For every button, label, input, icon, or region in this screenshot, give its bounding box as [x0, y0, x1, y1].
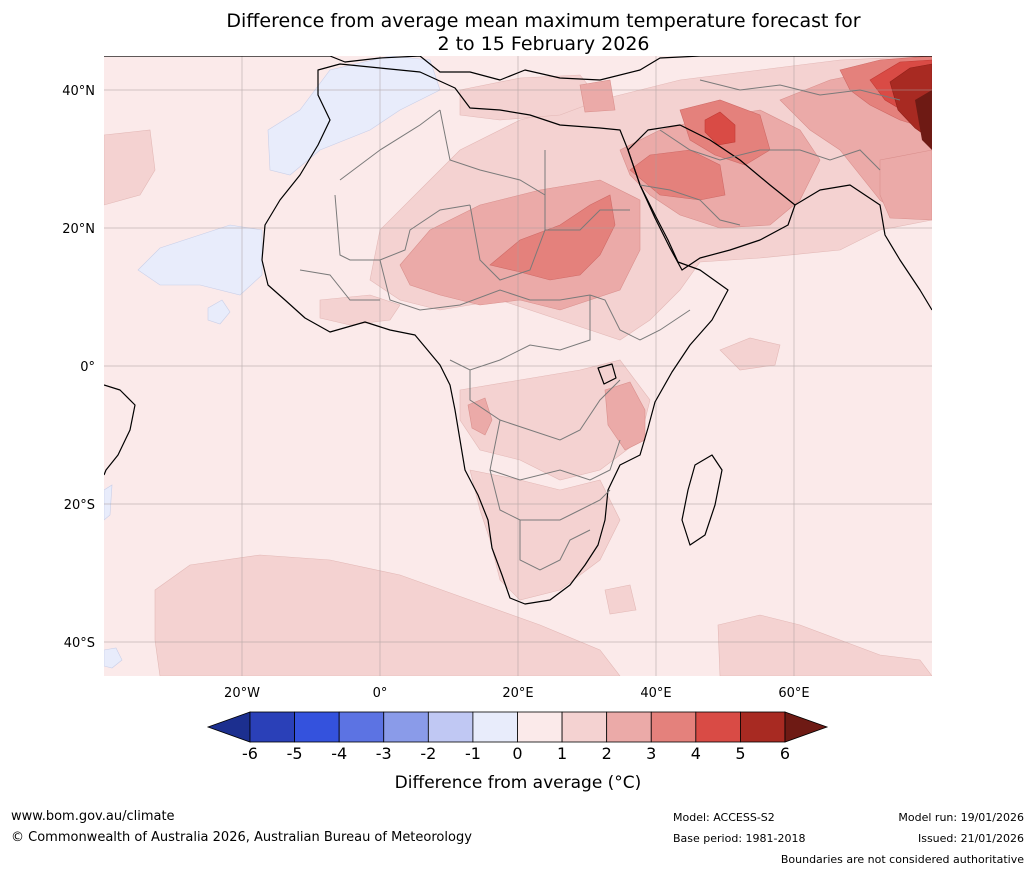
warm-over-6-asia — [915, 90, 932, 150]
warm-1-2-central-africa — [459, 359, 651, 481]
cool-area-gulf — [207, 299, 231, 325]
title-line-2: 2 to 15 February 2026 — [437, 33, 650, 55]
colorbar-bin — [561, 711, 608, 743]
colorbar-bin — [383, 711, 429, 743]
coastline-madagascar — [681, 454, 723, 546]
lat-label-40n: 40°N — [62, 84, 95, 99]
coastline-europe — [104, 56, 932, 81]
lat-label-20s: 20°S — [64, 498, 95, 513]
cool-area-brazil — [104, 484, 113, 521]
colorbar-tick-label: -6 — [242, 744, 258, 763]
cool-area-atlantic-west — [137, 224, 263, 296]
warm-1-2-indian-ocean — [719, 337, 781, 371]
coastline-arabia — [627, 124, 796, 271]
warm-4-5-iran — [704, 111, 736, 146]
lat-label-0: 0° — [80, 360, 95, 375]
warm-1-2-southern-ocean — [154, 554, 621, 676]
footer-copyright: © Commonwealth of Australia 2026, Austra… — [11, 830, 472, 845]
footer-issued: Issued: 21/01/2026 — [917, 832, 1024, 845]
coastline-south-america — [104, 384, 136, 476]
colorbar-bin — [517, 711, 563, 743]
colorbar-bin — [427, 711, 474, 743]
colorbar-bin — [294, 711, 340, 743]
grid-lines — [104, 56, 932, 676]
colorbar-tick-label: -3 — [376, 744, 392, 763]
title-line-1: Difference from average mean maximum tem… — [226, 10, 861, 32]
colorbar-bin — [695, 711, 741, 743]
footer-disclaimer: Boundaries are not considered authoritat… — [780, 853, 1024, 866]
colorbar-bin — [606, 711, 652, 743]
warm-1-2-atlantic-nw — [104, 129, 156, 206]
lon-label-60e: 60°E — [778, 686, 809, 701]
warm-1-2-mediterranean — [459, 74, 601, 121]
colorbar-bin — [740, 711, 786, 743]
anomaly-fields — [104, 56, 932, 676]
colorbar-tick-label: -1 — [465, 744, 481, 763]
cool-area-south-west — [104, 647, 123, 669]
colorbar-tick-label: 0 — [512, 744, 522, 763]
coastlines — [104, 56, 932, 605]
colorbar-arrow-high — [784, 711, 829, 743]
colorbar-tick-label: 6 — [780, 744, 790, 763]
colorbar-tick-label: 1 — [557, 744, 567, 763]
lat-label-40s: 40°S — [64, 636, 95, 651]
lon-label-20w: 20°W — [224, 686, 260, 701]
coastline-asia — [794, 184, 932, 311]
lon-label-0: 0° — [373, 686, 388, 701]
colorbar-tick-label: 5 — [735, 744, 745, 763]
footer-base-period: Base period: 1981-2018 — [673, 832, 806, 845]
colorbar-arrow-low — [206, 711, 251, 743]
warm-2-3-turkey — [579, 79, 616, 113]
lon-label-20e: 20°E — [502, 686, 533, 701]
warm-2-3-congo — [467, 397, 493, 436]
forecast-map: 40°N 20°N 0° 20°S 40°S 20°W 0° 20°E 40°E… — [62, 56, 932, 793]
lat-label-20n: 20°N — [62, 222, 95, 237]
colorbar-bin — [650, 711, 697, 743]
coastline-lake-victoria — [597, 363, 617, 385]
colorbar-label: Difference from average (°C) — [395, 773, 642, 793]
footer-model: Model: ACCESS-S2 — [673, 811, 775, 824]
footer-model-run: Model run: 19/01/2026 — [898, 811, 1024, 824]
country-borders — [299, 79, 901, 571]
colorbar: -6 -5 -4 -3 -2 -1 0 1 2 3 4 5 6 — [206, 711, 829, 763]
colorbar-bin — [249, 711, 295, 743]
warm-1-2-mozambique — [604, 584, 637, 615]
colorbar-bin — [338, 711, 385, 743]
colorbar-tick-label: 2 — [602, 744, 612, 763]
lon-label-40e: 40°E — [640, 686, 671, 701]
colorbar-tick-label: 3 — [646, 744, 656, 763]
colorbar-tick-label: 4 — [691, 744, 701, 763]
warm-1-2-indian-south — [717, 614, 932, 676]
coastline-africa — [261, 63, 729, 605]
footer-website[interactable]: www.bom.gov.au/climate — [11, 809, 175, 824]
map-title: Difference from average mean maximum tem… — [0, 10, 1035, 56]
warm-2-3-iran-east — [879, 149, 932, 221]
colorbar-tick-label: -2 — [420, 744, 436, 763]
colorbar-bin — [472, 711, 518, 743]
colorbar-tick-label: -5 — [287, 744, 303, 763]
colorbar-tick-label: -4 — [331, 744, 347, 763]
